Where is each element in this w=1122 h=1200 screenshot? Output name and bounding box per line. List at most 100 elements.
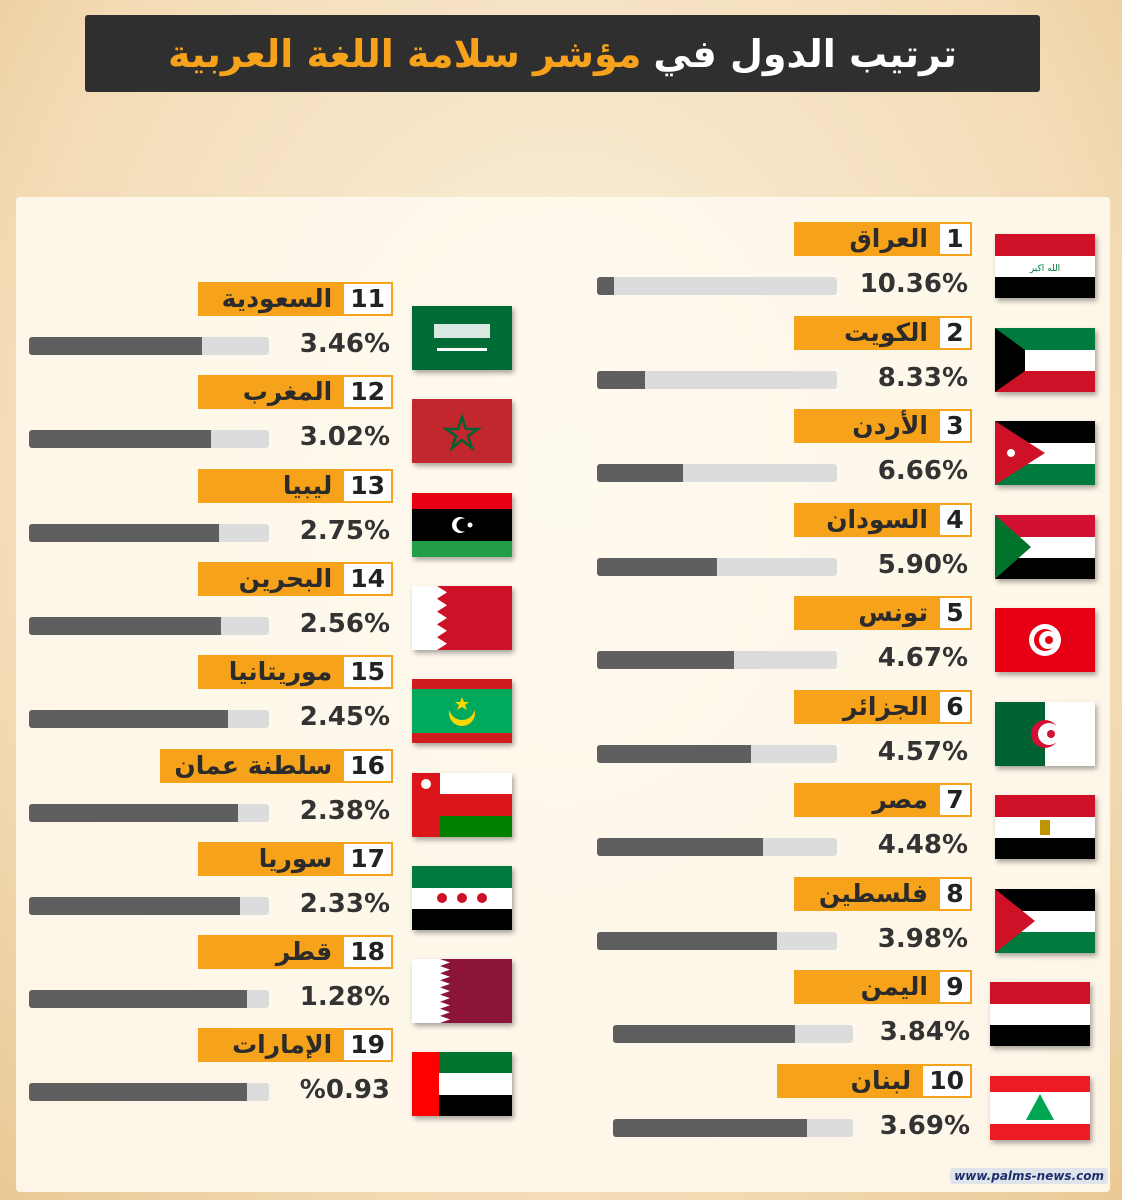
country-name: الأردن	[794, 409, 938, 443]
value-bar-fill	[597, 277, 614, 295]
rank-number: 16	[342, 748, 393, 783]
value-bar-fill	[29, 990, 248, 1009]
country-name: فلسطين	[794, 876, 938, 911]
country-name: تونس	[794, 596, 938, 630]
value-bar	[29, 430, 269, 449]
value-bar	[597, 744, 837, 763]
value-bar-fill	[613, 1025, 796, 1043]
value-label: 2.33%	[299, 888, 390, 919]
rank-number: 5	[938, 596, 972, 630]
value-bar-fill	[29, 710, 229, 729]
country-label: 19 الإمارات	[198, 1028, 393, 1063]
value-bar-fill	[29, 1083, 248, 1102]
country-label: 14 البحرين	[198, 561, 393, 596]
country-label: 17 سوريا	[198, 841, 393, 876]
country-name: العراق	[794, 222, 938, 256]
title-orange-part: مؤشر سلامة اللغة العربية	[168, 31, 642, 76]
rank-number: 8	[938, 876, 972, 911]
value-bar-fill	[597, 931, 777, 950]
country-label: 7 مصر	[794, 783, 972, 817]
value-bar	[597, 557, 837, 576]
country-label: 4 السودان	[794, 502, 972, 537]
value-label: 2.56%	[299, 608, 390, 639]
kuwait-flag-icon	[995, 327, 1095, 392]
rank-number: 6	[938, 689, 972, 724]
value-bar-fill	[597, 838, 763, 856]
rank-number: 3	[938, 409, 972, 443]
tunisia-flag-icon	[995, 608, 1095, 672]
egypt-flag-icon	[995, 795, 1095, 859]
rank-number: 19	[342, 1028, 393, 1063]
morocco-flag-icon	[412, 399, 512, 464]
country-label: 16 سلطنة عمان	[160, 748, 393, 783]
value-bar	[597, 370, 837, 389]
country-name: الجزائر	[794, 689, 938, 724]
value-bar	[597, 277, 837, 295]
title-bar: ترتيب الدول في مؤشر سلامة اللغة العربية	[85, 15, 1040, 92]
rank-number: 14	[342, 561, 393, 596]
value-bar-fill	[29, 430, 212, 449]
country-name: البحرين	[198, 561, 343, 596]
value-label: 3.98%	[877, 923, 968, 954]
rank-number: 9	[938, 970, 972, 1004]
value-label: 4.48%	[877, 830, 968, 860]
country-name: مصر	[794, 783, 938, 817]
uae-flag-icon	[412, 1052, 512, 1117]
value-bar-fill	[597, 557, 717, 576]
palestine-flag-icon	[995, 888, 1095, 953]
value-bar	[597, 651, 837, 669]
value-bar	[29, 710, 269, 729]
rank-number: 17	[342, 841, 393, 876]
value-bar	[29, 990, 269, 1009]
oman-flag-icon	[412, 772, 512, 837]
country-label: 15 موريتانيا	[198, 655, 393, 690]
mauritania-flag-icon	[412, 679, 512, 744]
country-label: 3 الأردن	[794, 409, 972, 443]
country-label: 18 قطر	[198, 935, 393, 970]
country-label: 1 العراق	[794, 222, 972, 256]
country-label: 9 اليمن	[794, 970, 972, 1004]
value-label: 10.36%	[859, 269, 968, 299]
country-label: 5 تونس	[794, 596, 972, 630]
country-name: اليمن	[794, 970, 938, 1004]
value-bar-fill	[597, 744, 751, 763]
rank-number: 18	[342, 935, 393, 970]
country-name: موريتانيا	[198, 655, 343, 690]
value-bar-fill	[29, 337, 202, 355]
value-label: 8.33%	[877, 362, 968, 393]
lebanon-flag-icon	[990, 1075, 1090, 1140]
country-label: 13 ليبيا	[198, 468, 393, 503]
value-label: 4.57%	[877, 736, 968, 767]
rank-number: 10	[921, 1063, 972, 1098]
value-bar-fill	[29, 803, 238, 822]
syria-flag-icon	[412, 865, 512, 930]
value-label: 2.45%	[299, 702, 390, 733]
value-label: 5.90%	[877, 549, 968, 580]
value-label: 3.02%	[299, 422, 390, 453]
qatar-flag-icon	[412, 959, 512, 1024]
value-bar	[613, 1025, 853, 1043]
country-name: سلطنة عمان	[160, 748, 343, 783]
value-bar	[29, 1083, 269, 1102]
value-label: 2.75%	[299, 515, 390, 546]
iraq-flag-icon: الله اكبر	[995, 234, 1095, 298]
value-bar	[597, 931, 837, 950]
rank-number: 2	[938, 315, 972, 350]
rank-number: 1	[938, 222, 972, 256]
country-name: سوريا	[198, 841, 343, 876]
rank-number: 12	[342, 375, 393, 410]
value-label: 3.69%	[879, 1110, 970, 1141]
rank-number: 7	[938, 783, 972, 817]
value-bar-fill	[29, 896, 241, 915]
value-label: 3.84%	[879, 1017, 970, 1047]
algeria-flag-icon	[995, 701, 1095, 766]
country-label: 8 فلسطين	[794, 876, 972, 911]
value-label: 3.46%	[299, 329, 390, 359]
country-label: 6 الجزائر	[794, 689, 972, 724]
value-bar-fill	[613, 1118, 808, 1137]
value-bar-fill	[597, 370, 645, 389]
country-name: قطر	[198, 935, 343, 970]
value-bar-fill	[29, 523, 219, 542]
value-label: 2.38%	[299, 795, 390, 826]
rank-number: 15	[342, 655, 393, 690]
